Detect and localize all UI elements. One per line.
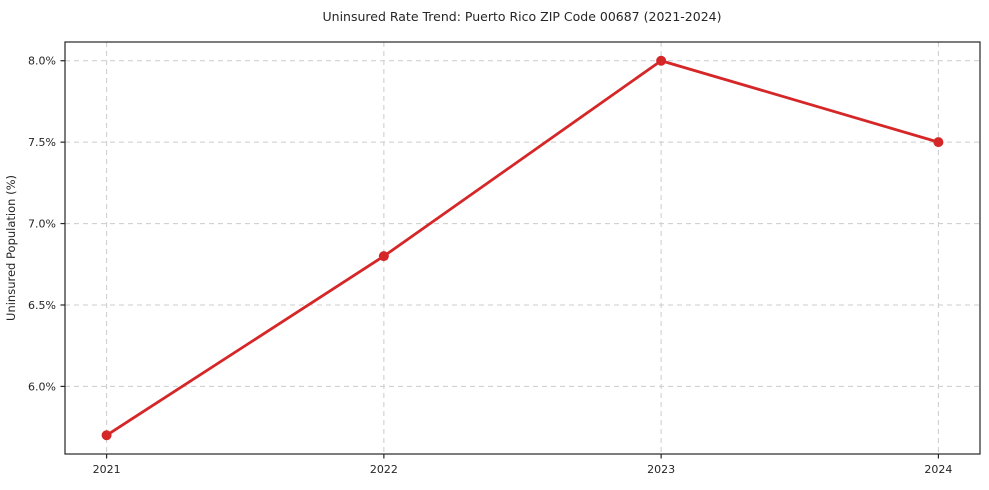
data-point-marker <box>656 55 667 66</box>
data-point-marker <box>933 137 944 148</box>
y-tick-label: 7.5% <box>28 136 56 149</box>
trend-line <box>105 59 940 437</box>
y-axis-label: Uninsured Population (%) <box>4 175 18 321</box>
y-tick-label: 8.0% <box>28 55 56 68</box>
x-tick-label: 2024 <box>924 463 952 476</box>
x-tick-label: 2022 <box>370 463 398 476</box>
chart-title: Uninsured Rate Trend: Puerto Rico ZIP Co… <box>323 9 722 24</box>
data-layer <box>101 55 944 441</box>
y-tick-label: 6.5% <box>28 299 56 312</box>
x-tick-label: 2023 <box>647 463 675 476</box>
plot-border <box>64 41 981 455</box>
y-tick-label: 6.0% <box>28 380 56 393</box>
data-point-marker <box>101 430 112 441</box>
x-tick-label: 2021 <box>93 463 121 476</box>
axes-layer: 2021 2022 2023 2024 6.0% 6.5% 7.0% 7.5% 8.0% <box>28 41 981 476</box>
grid-layer <box>65 42 980 454</box>
y-tick-label: 7.0% <box>28 218 56 231</box>
data-point-marker <box>378 251 389 262</box>
